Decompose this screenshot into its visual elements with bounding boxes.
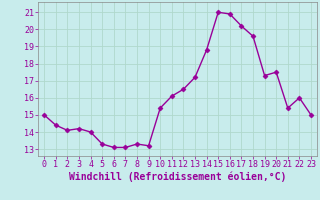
X-axis label: Windchill (Refroidissement éolien,°C): Windchill (Refroidissement éolien,°C) <box>69 172 286 182</box>
